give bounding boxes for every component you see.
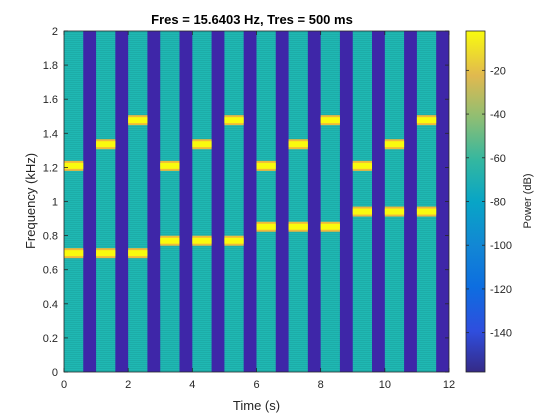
colorbar: -20 -40 -60 -80 -100 -120 -140 Power (dB): [465, 30, 534, 373]
segment-texture: [128, 31, 148, 372]
x-axis-label: Time (s): [233, 398, 280, 413]
tone-band: [416, 208, 437, 215]
segment-texture: [352, 31, 372, 372]
tone-band: [224, 117, 244, 124]
chart-title: Fres = 15.6403 Hz, Tres = 500 ms: [151, 12, 353, 27]
segment-texture: [160, 31, 180, 372]
x-tick-label: 2: [125, 379, 131, 391]
y-tick-label: 2: [52, 26, 58, 38]
tone-band: [160, 162, 180, 169]
x-tick-label: 0: [61, 379, 67, 391]
colorbar-tick-label: -140: [490, 328, 512, 340]
tone-band: [416, 117, 437, 124]
tone-band: [96, 141, 116, 148]
x-axis: 0 2 4 6 8 10 12: [61, 31, 455, 391]
y-tick-label: 0.6: [43, 265, 58, 277]
y-tick-label: 1.6: [43, 94, 58, 106]
tone-band: [224, 237, 244, 244]
y-tick-label: 1.4: [43, 128, 58, 140]
y-tick-label: 0.2: [43, 333, 58, 345]
tone-band: [160, 237, 180, 244]
segment-texture: [192, 31, 212, 372]
y-tick-label: 0.8: [43, 231, 58, 243]
tone-band: [192, 141, 212, 148]
segment-texture: [416, 31, 437, 372]
tone-band: [192, 237, 212, 244]
y-tick-label: 1.8: [43, 60, 58, 72]
tone-band: [96, 250, 116, 257]
colorbar-tick-label: -40: [490, 109, 506, 121]
x-tick-label: 8: [318, 379, 324, 391]
colorbar-gradient: [466, 31, 485, 372]
tone-band: [288, 141, 308, 148]
tone-band: [128, 117, 148, 124]
tone-segments: [64, 31, 437, 372]
tone-band: [352, 162, 372, 169]
plot-area: [63, 30, 450, 373]
tone-band: [320, 223, 340, 230]
tone-band: [288, 223, 308, 230]
x-tick-label: 12: [443, 379, 455, 391]
tone-band: [256, 162, 276, 169]
segment-texture: [224, 31, 244, 372]
y-axis: 0 0.2 0.4 0.6 0.8 1 1.2 1.4 1.6 1.8 2: [43, 26, 449, 379]
y-tick-label: 1.2: [43, 162, 58, 174]
colorbar-tick-label: -20: [490, 65, 506, 77]
tone-band: [384, 141, 405, 148]
colorbar-tick-label: -80: [490, 197, 506, 209]
segment-texture: [288, 31, 308, 372]
tone-band: [64, 162, 84, 169]
segment-texture: [96, 31, 116, 372]
colorbar-tick-label: -100: [490, 240, 512, 252]
x-tick-label: 4: [189, 379, 195, 391]
segment-texture: [64, 31, 84, 372]
y-axis-label: Frequency (kHz): [23, 153, 38, 249]
x-tick-label: 6: [253, 379, 259, 391]
segment-texture: [320, 31, 340, 372]
tone-band: [64, 250, 84, 257]
x-tick-label: 10: [379, 379, 391, 391]
colorbar-ticks: -20 -40 -60 -80 -100 -120 -140: [466, 65, 512, 340]
segment-texture: [256, 31, 276, 372]
tone-band: [320, 117, 340, 124]
colorbar-label: Power (dB): [522, 173, 534, 228]
colorbar-tick-label: -60: [490, 153, 506, 165]
tone-band: [128, 250, 148, 257]
y-tick-label: 0: [52, 367, 58, 379]
segment-texture: [384, 31, 405, 372]
tone-band: [352, 208, 372, 215]
tone-band: [384, 208, 405, 215]
colorbar-tick-label: -120: [490, 284, 512, 296]
y-tick-label: 0.4: [43, 299, 58, 311]
y-tick-label: 1: [52, 197, 58, 209]
tone-band: [256, 223, 276, 230]
